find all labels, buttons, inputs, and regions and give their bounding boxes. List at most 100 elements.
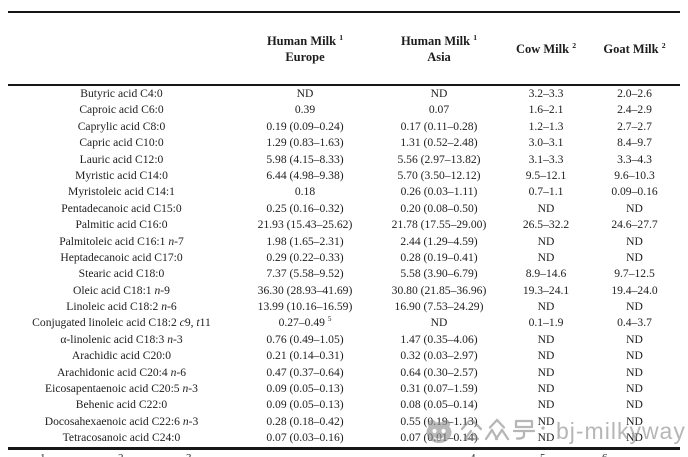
cell-value: ND	[626, 349, 643, 363]
cell-value: 5.98 (4.15–8.33)	[266, 152, 344, 166]
row-label: Heptadecanoic acid C17:0	[60, 250, 183, 264]
table-row: Lauric acid C12:0 5.98 (4.15–8.33) 5.56 (2…	[8, 152, 680, 168]
cell-value: ND	[537, 332, 555, 346]
cell-value: ND	[537, 234, 555, 248]
cell-value: 0.32 (0.03–2.97)	[400, 349, 478, 363]
table-row: Caproic acid C6:0 0.39 0.07 1.6–2.1 2.4–2.9	[8, 102, 680, 118]
cell-value: ND	[537, 382, 555, 396]
footnote-marker: 3	[186, 452, 192, 457]
cell-value: 1.31 (0.52–2.48)	[400, 136, 478, 150]
footnote-marker: 1	[40, 452, 46, 457]
footnote-marker: 4	[470, 452, 476, 457]
cell-value: 8.4–9.7	[617, 136, 652, 150]
cell-value: 0.1–1.9	[528, 316, 564, 330]
row-label: Palmitoleic acid C16:1 n-7	[59, 234, 184, 248]
cell-value: 2.4–2.9	[617, 103, 652, 117]
row-label: Stearic acid C18:0	[78, 267, 165, 281]
table-row: Stearic acid C18:0 7.37 (5.58–9.52) 5.58 (…	[8, 266, 680, 282]
table-row: Capric acid C10:0 1.29 (0.83–1.63) 1.31 (0…	[8, 135, 680, 151]
cell-value: 36.30 (28.93–41.69)	[257, 283, 353, 297]
cell-value: 0.09 (0.05–0.13)	[266, 398, 344, 412]
cell-value: 0.19 (0.09–0.24)	[266, 119, 344, 133]
cell-value: 1.6–2.1	[528, 103, 564, 117]
footnote-fragment: 1 2 3 4 5 6	[0, 452, 688, 457]
row-label: Lauric acid C12:0	[79, 152, 164, 166]
table-row: Myristic acid C14:0 6.44 (4.98–9.38) 5.70 …	[8, 168, 680, 184]
column-header-human-milk-asia: Human Milk 1 Asia	[400, 32, 478, 64]
cell-value: 0.08 (0.05–0.14)	[400, 398, 478, 412]
table-row: Tetracosanoic acid C24:0 0.07 (0.03–0.16)…	[8, 430, 680, 446]
cell-value: 0.4–3.7	[617, 316, 652, 330]
column-header-cow-milk: Cow Milk 2	[515, 40, 577, 56]
cell-value: 0.21 (0.14–0.31)	[266, 349, 344, 363]
cell-value: ND	[626, 365, 643, 379]
table-row: Oleic acid C18:1 n-9 36.30 (28.93–41.69) 3…	[8, 283, 680, 299]
footnote-marker: 6	[602, 452, 608, 457]
cell-value: 5.70 (3.50–12.12)	[397, 168, 481, 182]
cell-value: ND	[430, 316, 448, 330]
cell-value: 8.9–14.6	[525, 267, 567, 281]
cell-value: 21.78 (17.55–29.00)	[391, 218, 487, 232]
table-row: Myristoleic acid C14:1 0.18 0.26 (0.03–1.1…	[8, 184, 680, 200]
cell-value: ND	[537, 201, 555, 215]
cell-value: ND	[626, 414, 643, 428]
cell-value: 0.25 (0.16–0.32)	[266, 201, 344, 215]
cell-value: 2.0–2.6	[617, 87, 652, 100]
cell-value: ND	[537, 349, 555, 363]
table-row: Arachidic acid C20:0 0.21 (0.14–0.31) 0.32…	[8, 348, 680, 364]
row-label: α-linolenic acid C18:3 n-3	[60, 332, 183, 346]
table-row: Arachidonic acid C20:4 n-6 0.47 (0.37–0.6…	[8, 365, 680, 381]
cell-value: 21.93 (15.43–25.62)	[257, 218, 353, 232]
cell-value: ND	[296, 87, 314, 100]
cell-value: 0.09 (0.05–0.13)	[266, 382, 344, 396]
table-body: Butyric acid C4:0 ND ND 3.2–3.3 2.0–2.6 Capro…	[8, 86, 680, 447]
table-row: Heptadecanoic acid C17:0 0.29 (0.22–0.33)…	[8, 250, 680, 266]
cell-value: 0.18	[294, 185, 316, 199]
row-label: Arachidic acid C20:0	[71, 349, 172, 363]
table-row: Butyric acid C4:0 ND ND 3.2–3.3 2.0–2.6	[8, 86, 680, 102]
table-row: α-linolenic acid C18:3 n-3 0.76 (0.49–1.0…	[8, 332, 680, 348]
cell-value: 0.09–0.16	[611, 185, 658, 199]
cell-value: 0.28 (0.18–0.42)	[266, 414, 344, 428]
row-label: Eicosapentaenoic acid C20:5 n-3	[45, 382, 198, 396]
table-row: Conjugated linoleic acid C18:2 c9, t11 0.…	[8, 315, 680, 331]
row-label: Caprylic acid C8:0	[77, 119, 166, 133]
table-row: Pentadecanoic acid C15:0 0.25 (0.16–0.32)…	[8, 201, 680, 217]
cell-value: ND	[537, 398, 555, 412]
cell-value: ND	[626, 234, 643, 248]
table-row: Behenic acid C22:0 0.09 (0.05–0.13) 0.08 (…	[8, 397, 680, 413]
cell-value: ND	[626, 431, 643, 445]
row-label: Caproic acid C6:0	[79, 103, 164, 117]
cell-value: 19.4–24.0	[611, 283, 658, 297]
cell-value: 26.5–32.2	[522, 218, 570, 232]
cell-value: 3.2–3.3	[528, 87, 564, 100]
cell-value: ND	[430, 87, 448, 100]
cell-value: 5.58 (3.90–6.79)	[400, 267, 478, 281]
row-label: Arachidonic acid C20:4 n-6	[56, 365, 187, 379]
cell-value: 3.1–3.3	[528, 152, 564, 166]
row-label: Conjugated linoleic acid C18:2 c9, t11	[32, 316, 211, 330]
cell-value: 1.29 (0.83–1.63)	[266, 136, 344, 150]
cell-value: 0.27–0.49 5	[278, 315, 332, 330]
cell-value: ND	[537, 300, 555, 314]
cell-value: 0.55 (0.19–1.13)	[400, 414, 478, 428]
cell-value: 0.28 (0.19–0.41)	[400, 250, 478, 264]
row-label: Butyric acid C4:0	[80, 87, 163, 100]
row-label: Tetracosanoic acid C24:0	[62, 431, 181, 445]
cell-value: 9.7–12.5	[614, 267, 655, 281]
table-row: Linoleic acid C18:2 n-6 13.99 (10.16–16.5…	[8, 299, 680, 315]
table-row: Palmitic acid C16:0 21.93 (15.43–25.62) 21…	[8, 217, 680, 233]
cell-value: 0.39	[294, 103, 316, 117]
fatty-acid-table: Human Milk 1 Europe Human Milk 1 Asia Cow Mi…	[8, 11, 680, 450]
cell-value: 0.07 (0.03–0.16)	[266, 431, 344, 445]
cell-value: 2.7–2.7	[617, 119, 652, 133]
column-header-human-milk-europe: Human Milk 1 Europe	[266, 32, 344, 64]
cell-value: 7.37 (5.58–9.52)	[266, 267, 344, 281]
cell-value: 0.26 (0.03–1.11)	[400, 185, 478, 199]
cell-value: 0.76 (0.49–1.05)	[266, 332, 344, 346]
cell-value: 0.47 (0.37–0.64)	[266, 365, 344, 379]
cell-value: 0.64 (0.30–2.57)	[400, 365, 478, 379]
cell-value: 0.17 (0.11–0.28)	[400, 119, 478, 133]
cell-value: 0.20 (0.08–0.50)	[400, 201, 478, 215]
